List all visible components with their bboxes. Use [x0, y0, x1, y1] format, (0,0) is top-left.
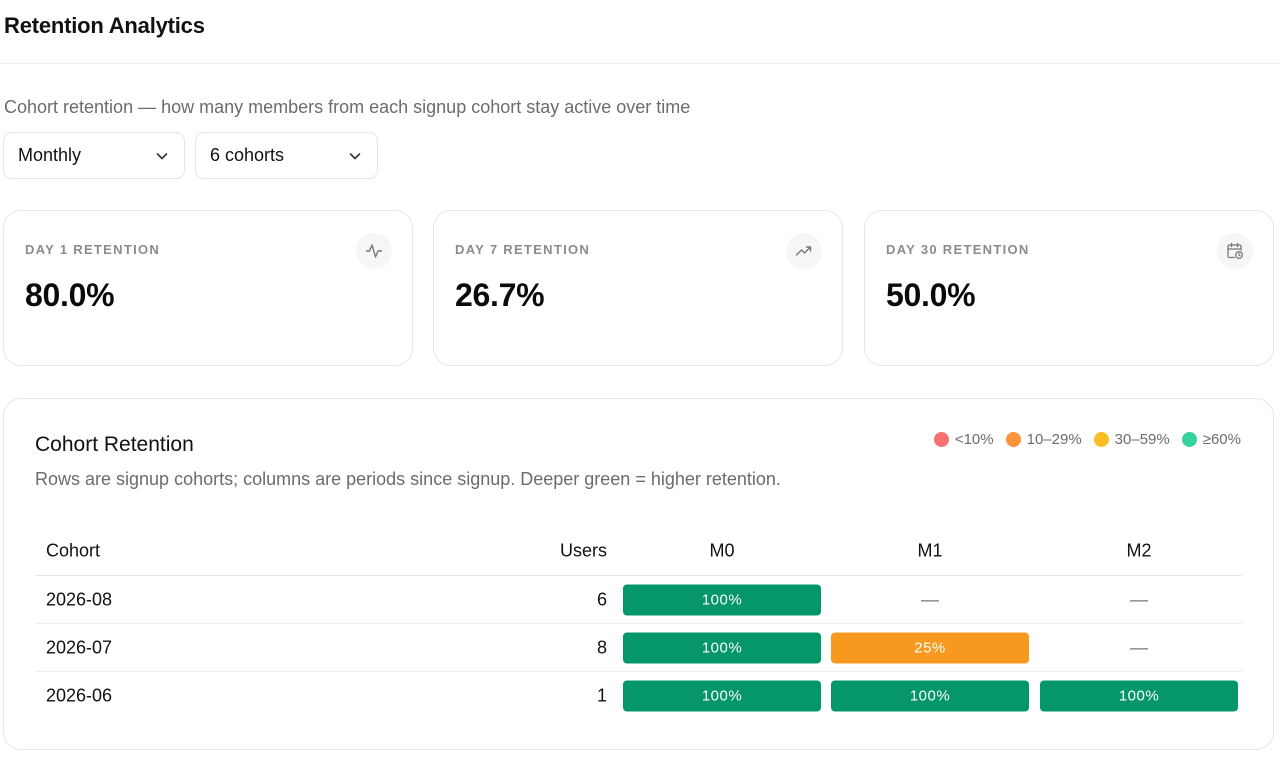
stat-value: 50.0% [886, 277, 976, 313]
retention-cell-m2: — [1040, 589, 1238, 610]
legend: <10% 10–29% 30–59% ≥60% [933, 431, 1241, 448]
period-select-value: Monthly [18, 145, 82, 165]
legend-dot [933, 432, 949, 447]
top-bar: Retention Analytics [0, 0, 1280, 64]
panel-description: Rows are signup cohorts; columns are per… [35, 469, 781, 489]
calendar-clock-icon [1217, 233, 1253, 269]
retention-cell-m0: 100% [623, 584, 821, 615]
empty-cell: — [921, 589, 939, 609]
legend-label: 30–59% [1114, 431, 1170, 448]
cohorts-select-value: 6 cohorts [210, 145, 285, 165]
cohort-table: Cohort Users M0 M1 M2 2026-08 6 100% — —2026… [35, 527, 1242, 720]
retention-cell-m1: — [831, 589, 1029, 610]
header-m0: M0 [709, 540, 735, 561]
users-cell: 1 [596, 685, 607, 706]
retention-pill: 100% [623, 584, 821, 615]
cohort-cell: 2026-08 [46, 589, 113, 609]
cohort-retention-panel: Cohort Retention Rows are signup cohorts… [3, 398, 1274, 750]
day7-retention-card: DAY 7 RETENTION 26.7% [433, 210, 843, 366]
table-body: 2026-08 6 100% — — 2026-07 8 100% 25% — 2026-06 1 10… [35, 576, 1242, 720]
legend-item: <10% [933, 431, 994, 448]
stat-value: 26.7% [455, 277, 545, 313]
legend-item: 30–59% [1093, 431, 1170, 448]
stat-label: DAY 1 RETENTION [25, 242, 161, 257]
day30-retention-card: DAY 30 RETENTION 50.0% [864, 210, 1274, 366]
legend-label: 10–29% [1026, 431, 1082, 448]
table-row: 2026-07 8 100% 25% — [35, 624, 1242, 672]
legend-label: ≥60% [1202, 431, 1241, 448]
legend-dot [1093, 432, 1109, 447]
legend-dot [1181, 432, 1197, 447]
header-cohort: Cohort [46, 540, 101, 561]
retention-pill: 100% [623, 632, 821, 663]
retention-pill: 100% [1040, 680, 1238, 712]
activity-icon [356, 233, 392, 269]
retention-cell-m2: — [1040, 637, 1238, 658]
retention-pill: 25% [831, 632, 1029, 663]
day1-retention-card: DAY 1 RETENTION 80.0% [3, 210, 413, 366]
cohort-cell: 2026-06 [46, 685, 113, 706]
users-cell: 8 [596, 637, 607, 657]
stat-label: DAY 7 RETENTION [455, 242, 591, 257]
panel-title: Cohort Retention [35, 433, 194, 456]
chevron-down-icon [347, 148, 363, 164]
cohort-cell: 2026-07 [46, 637, 113, 657]
stat-value: 80.0% [25, 277, 115, 313]
retention-cell-m0: 100% [623, 680, 821, 712]
trending-up-icon [786, 233, 822, 269]
header-users: Users [559, 540, 607, 561]
chevron-down-icon [154, 148, 170, 164]
header-m1: M1 [917, 540, 943, 561]
retention-cell-m1: 100% [831, 680, 1029, 712]
table-row: 2026-08 6 100% — — [35, 576, 1242, 624]
retention-cell-m1: 25% [831, 632, 1029, 663]
retention-cell-m0: 100% [623, 632, 821, 663]
legend-label: <10% [954, 431, 994, 448]
retention-cell-m2: 100% [1040, 680, 1238, 712]
table-row: 2026-06 1 100% 100% 100% [35, 672, 1242, 720]
stat-label: DAY 30 RETENTION [886, 242, 1030, 257]
legend-item: ≥60% [1181, 431, 1241, 448]
legend-item: 10–29% [1005, 431, 1082, 448]
users-cell: 6 [596, 589, 607, 609]
retention-pill: 100% [623, 680, 821, 712]
legend-dot [1005, 432, 1021, 447]
cohorts-select[interactable]: 6 cohorts [195, 132, 378, 179]
retention-pill: 100% [831, 680, 1029, 712]
empty-cell: — [1130, 637, 1148, 657]
header-m2: M2 [1126, 540, 1152, 561]
page-subtitle: Cohort retention — how many members from… [4, 97, 691, 117]
page-title: Retention Analytics [4, 13, 205, 38]
table-header: Cohort Users M0 M1 M2 [35, 527, 1242, 576]
period-select[interactable]: Monthly [3, 132, 185, 179]
empty-cell: — [1130, 589, 1148, 609]
